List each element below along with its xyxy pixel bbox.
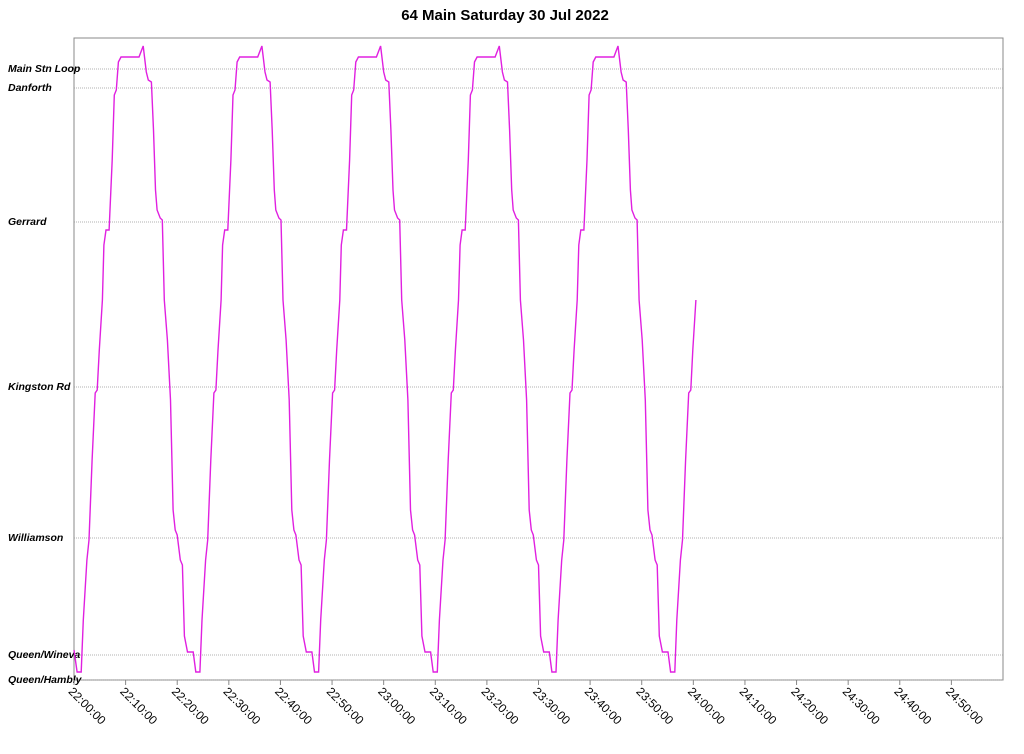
x-tick-label: 24:40:00 — [891, 684, 934, 727]
x-tick-label: 22:20:00 — [169, 684, 212, 727]
x-tick-label: 24:20:00 — [788, 684, 831, 727]
y-tick-label: Danforth — [8, 82, 52, 94]
x-tick-label: 24:50:00 — [943, 684, 986, 727]
x-tick-label: 23:20:00 — [479, 684, 522, 727]
x-tick-label: 22:00:00 — [66, 684, 109, 727]
x-tick-label: 22:10:00 — [117, 684, 160, 727]
y-tick-label: Williamson — [8, 532, 63, 544]
chart-title: 64 Main Saturday 30 Jul 2022 — [401, 7, 609, 24]
x-tick-label: 23:50:00 — [633, 684, 676, 727]
y-tick-label: Kingston Rd — [8, 381, 71, 393]
data-line — [73, 45, 697, 673]
x-tick-label: 22:30:00 — [220, 684, 263, 727]
x-tick-label: 22:40:00 — [272, 684, 315, 727]
y-tick-label: Queen/Hambly — [8, 674, 83, 686]
x-tick-label: 22:50:00 — [324, 684, 367, 727]
x-tick-label: 23:30:00 — [530, 684, 573, 727]
x-tick-label: 23:40:00 — [582, 684, 625, 727]
y-tick-label: Main Stn Loop — [8, 63, 81, 75]
x-tick-label: 23:00:00 — [375, 684, 418, 727]
x-tick-label: 24:30:00 — [840, 684, 883, 727]
y-tick-label: Gerrard — [8, 216, 47, 228]
x-tick-label: 24:10:00 — [737, 684, 780, 727]
x-tick-label: 24:00:00 — [685, 684, 728, 727]
x-tick-label: 23:10:00 — [427, 684, 470, 727]
y-tick-label: Queen/Wineva — [8, 649, 80, 661]
